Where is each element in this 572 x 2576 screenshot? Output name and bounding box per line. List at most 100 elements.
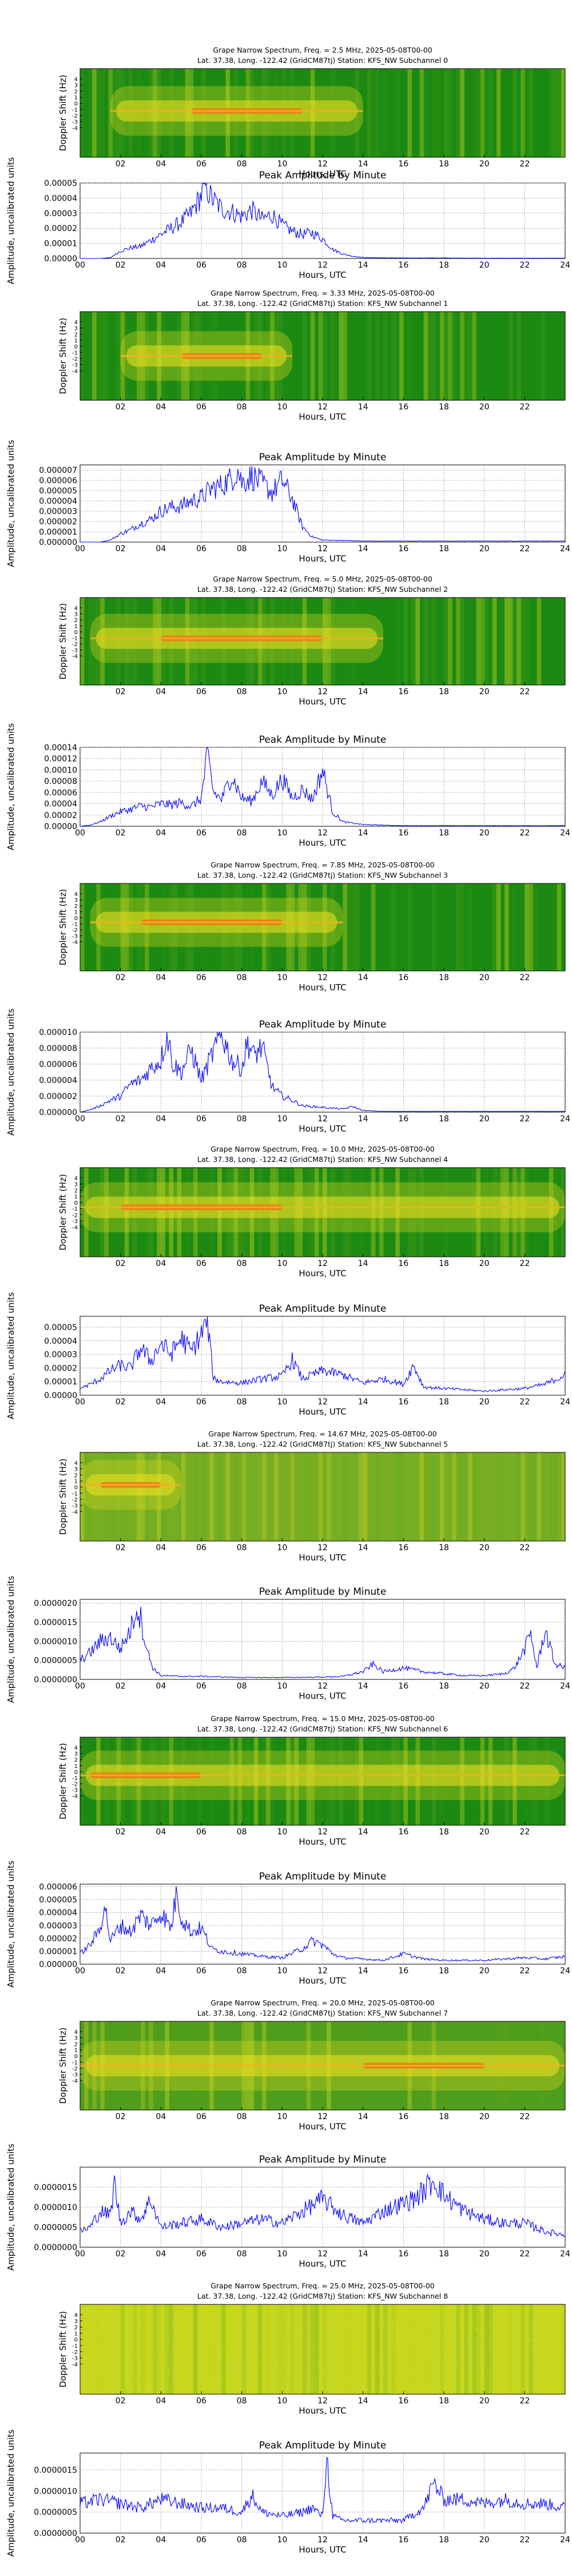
x-tick-label: 20 (479, 687, 490, 696)
y-tick-label: 0.000006 (39, 1060, 77, 1069)
spectrogram-speckle (170, 2386, 172, 2388)
y-tick-label: 4 (74, 2312, 78, 2319)
spectrogram-streak (80, 1452, 85, 1541)
spectrogram-speckle (359, 2367, 360, 2369)
y-tick-label: 0.000002 (39, 1934, 77, 1944)
spectrogram-speckle (138, 2367, 140, 2369)
x-tick-label: 20 (479, 2112, 490, 2121)
x-tick-label: 16 (398, 973, 408, 982)
y-tick-label: -2 (72, 2350, 78, 2356)
x-tick-label: 16 (398, 1828, 408, 1837)
x-tick-label: 16 (398, 544, 408, 554)
x-tick-label: 00 (75, 829, 85, 838)
spectrogram-streak (88, 69, 93, 157)
spectrogram-speckle (398, 2351, 400, 2353)
spectrogram-speckle (500, 2344, 502, 2346)
spectrogram-streak (541, 312, 546, 400)
spectrogram-streak (92, 69, 97, 157)
spectrogram-streak (460, 598, 464, 685)
y-tick-label: -1 (72, 1207, 78, 1213)
spectrogram-streak (282, 2304, 287, 2394)
x-tick-label: 08 (237, 544, 247, 554)
spectrogram-speckle (510, 2352, 511, 2354)
spectrogram-speckle (253, 2351, 255, 2353)
spectrogram-speckle (492, 2362, 494, 2363)
spectrogram-speckle (112, 2350, 114, 2352)
x-tick-label: 22 (519, 2249, 530, 2259)
spectrogram-speckle (303, 2361, 304, 2363)
y-tick-label: 1 (74, 338, 78, 344)
spectrogram-streak (423, 598, 428, 685)
spectrogram-speckle (319, 2315, 321, 2316)
spectrogram-speckle (521, 2324, 522, 2326)
y-tick-label: -4 (72, 368, 78, 375)
spectrogram-speckle (97, 2366, 98, 2368)
spectrogram-streak (241, 1452, 247, 1541)
x-tick-label: 06 (196, 2396, 206, 2406)
spectrogram-speckle (531, 2345, 533, 2347)
x-tick-label: 24 (560, 1966, 570, 1976)
spectrogram-speckle (418, 2316, 420, 2318)
spectrogram-speckle (99, 2332, 101, 2334)
spectrogram-streak (395, 1452, 400, 1541)
spectrogram-speckle (296, 2388, 297, 2390)
spectrogram-speckle (440, 2317, 442, 2319)
x-tick-label: 14 (358, 1543, 368, 1552)
x-tick-label: 22 (519, 261, 530, 270)
x-axis-label: Hours, UTC (299, 982, 346, 993)
spectrogram-speckle (140, 2372, 142, 2374)
spectrogram-speckle (85, 2333, 86, 2335)
x-tick-label: 22 (519, 973, 530, 982)
x-tick-label: 08 (237, 973, 247, 982)
spectrogram-speckle (246, 2315, 248, 2317)
x-tick-label: 14 (358, 1828, 368, 1837)
spectrogram-speckle (359, 2391, 361, 2392)
x-tick-label: 16 (398, 160, 408, 169)
spectrogram-streak (509, 2304, 513, 2394)
spectrogram-speckle (348, 2309, 349, 2311)
amplitude-title: Peak Amplitude by Minute (259, 170, 387, 181)
spectrogram-speckle (366, 2390, 368, 2391)
spectrogram-streak (395, 598, 400, 685)
spectrogram-speckle (374, 2316, 375, 2318)
spectrogram-speckle (161, 2365, 162, 2367)
spectrogram-speckle (526, 2330, 527, 2332)
y-tick-label: 3 (74, 1467, 78, 1473)
spectrogram-speckle (411, 2318, 413, 2319)
spectrogram-speckle (235, 2336, 236, 2338)
spectrogram-streak (100, 69, 105, 157)
spectrogram-speckle (490, 2327, 492, 2328)
spectrogram-speckle (216, 2380, 217, 2382)
y-axis-label: Amplitude, uncalibrated units (6, 1009, 16, 1136)
spectrogram-speckle (160, 2316, 162, 2318)
y-tick-label: 4 (74, 891, 78, 898)
x-tick-label: 16 (398, 1543, 408, 1552)
spectrogram-streak (509, 598, 513, 685)
y-tick-label: 1 (74, 1479, 78, 1485)
spectrogram-speckle (542, 2374, 544, 2376)
spectrogram-speckle (94, 2323, 96, 2324)
spectrogram-streak (521, 598, 525, 685)
x-tick-label: 14 (358, 2249, 368, 2259)
x-tick-label: 16 (398, 2396, 408, 2406)
spectrogram-speckle (329, 2387, 331, 2388)
x-tick-label: 22 (519, 687, 530, 696)
x-tick-label: 04 (156, 829, 166, 838)
x-tick-label: 22 (519, 160, 530, 169)
y-tick-label: -1 (72, 2343, 78, 2350)
spectrogram-speckle (439, 2391, 441, 2392)
y-tick-label: 0.00004 (44, 800, 77, 809)
spectrogram-speckle (478, 2365, 479, 2367)
spectrogram-speckle (392, 2344, 394, 2346)
spectrogram-speckle (198, 2364, 200, 2366)
y-tick-label: 0 (74, 2054, 78, 2060)
spectrogram-streak (343, 883, 347, 971)
spectrogram-speckle (423, 2325, 425, 2327)
y-tick-label: -4 (72, 2078, 78, 2084)
x-tick-label: 00 (75, 544, 85, 554)
spectrogram-streak (444, 69, 448, 157)
spectrogram-speckle (563, 2308, 565, 2310)
spectrogram-speckle (285, 2326, 287, 2327)
x-tick-label: 24 (560, 1682, 570, 1691)
amplitude-title: Peak Amplitude by Minute (259, 1871, 387, 1882)
